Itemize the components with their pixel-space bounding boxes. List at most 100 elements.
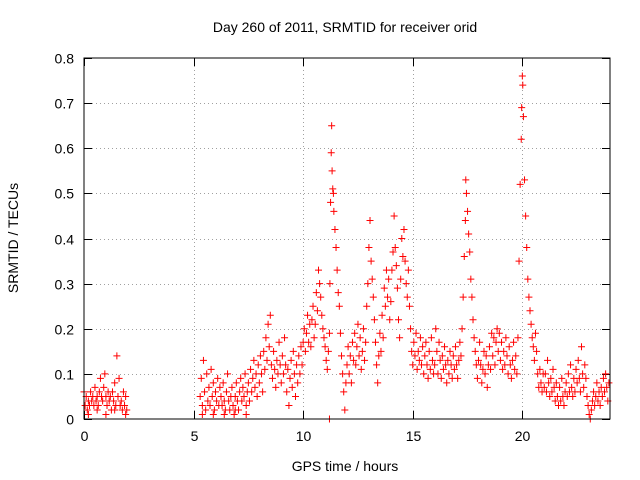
data-point	[87, 388, 95, 396]
data-point	[574, 356, 582, 364]
data-point	[459, 293, 467, 301]
data-point	[354, 320, 362, 328]
data-point	[248, 388, 256, 396]
data-point	[239, 383, 247, 391]
data-point	[528, 334, 536, 342]
data-point	[329, 185, 337, 193]
data-point	[341, 406, 349, 414]
data-point	[100, 383, 108, 391]
data-point	[596, 401, 604, 409]
data-point	[541, 370, 549, 378]
data-point	[363, 302, 371, 310]
data-point	[316, 280, 324, 288]
data-point	[475, 356, 482, 364]
data-point	[425, 347, 433, 355]
data-point	[491, 361, 499, 369]
data-point	[122, 410, 130, 418]
data-point	[445, 370, 453, 378]
y-tick-label: 0.7	[55, 96, 75, 112]
data-point	[480, 347, 488, 355]
data-point	[437, 374, 445, 382]
data-point	[111, 406, 119, 414]
data-point	[592, 392, 600, 400]
data-point	[231, 406, 239, 414]
data-point	[84, 410, 92, 418]
data-point	[510, 338, 518, 346]
data-point	[398, 235, 406, 242]
data-point	[400, 225, 408, 233]
data-point	[401, 257, 409, 265]
data-point	[338, 352, 346, 360]
data-point	[106, 392, 114, 400]
data-point	[323, 365, 331, 373]
data-point	[462, 176, 470, 184]
data-point	[392, 262, 400, 270]
data-point	[277, 379, 285, 387]
data-point	[569, 392, 577, 400]
data-point	[229, 401, 237, 409]
data-point	[578, 343, 586, 351]
data-point	[298, 361, 306, 369]
data-point	[99, 397, 107, 405]
data-point	[241, 370, 249, 378]
data-point	[328, 167, 336, 175]
data-point	[204, 397, 212, 405]
data-point	[228, 383, 236, 391]
plot-frame	[83, 57, 611, 420]
data-point	[369, 293, 377, 301]
data-point	[493, 325, 501, 333]
data-point	[457, 352, 465, 360]
data-point	[96, 374, 104, 382]
data-point	[315, 266, 323, 274]
data-point	[259, 388, 267, 396]
data-point	[568, 383, 576, 391]
data-point	[414, 347, 422, 355]
data-point	[516, 180, 524, 188]
data-point	[460, 253, 468, 261]
data-point	[83, 406, 91, 414]
data-point	[328, 122, 336, 130]
data-point	[340, 388, 348, 396]
data-point	[387, 298, 395, 306]
data-point	[446, 347, 454, 355]
data-point	[197, 374, 205, 382]
data-point	[479, 365, 487, 373]
data-point	[198, 410, 206, 418]
x-tick-label: 5	[191, 428, 199, 444]
data-point	[297, 343, 305, 351]
data-point	[258, 370, 266, 378]
data-point	[594, 397, 602, 405]
data-point	[593, 379, 601, 387]
x-tick-label: 0	[81, 428, 89, 444]
data-point	[518, 72, 526, 80]
data-point	[583, 392, 591, 400]
data-point	[508, 356, 516, 364]
data-point	[483, 383, 491, 391]
data-point	[271, 365, 279, 373]
data-point	[203, 370, 211, 378]
data-point	[308, 316, 316, 324]
data-point	[405, 302, 413, 310]
data-point	[209, 410, 217, 418]
data-point	[530, 356, 538, 364]
data-point	[465, 230, 473, 238]
data-point	[488, 329, 496, 337]
data-point	[244, 379, 252, 387]
data-point	[395, 316, 403, 324]
data-point	[525, 293, 533, 301]
data-point	[242, 410, 250, 418]
data-point	[114, 392, 122, 400]
data-point	[420, 370, 428, 378]
data-point	[469, 316, 477, 324]
data-point	[325, 329, 333, 337]
data-point	[320, 334, 328, 342]
data-point	[439, 365, 447, 373]
data-point	[390, 212, 398, 220]
data-point	[305, 338, 313, 346]
data-point	[113, 352, 121, 360]
data-point	[409, 361, 417, 369]
data-point	[413, 365, 421, 373]
data-point	[322, 356, 330, 364]
data-point	[482, 352, 490, 360]
